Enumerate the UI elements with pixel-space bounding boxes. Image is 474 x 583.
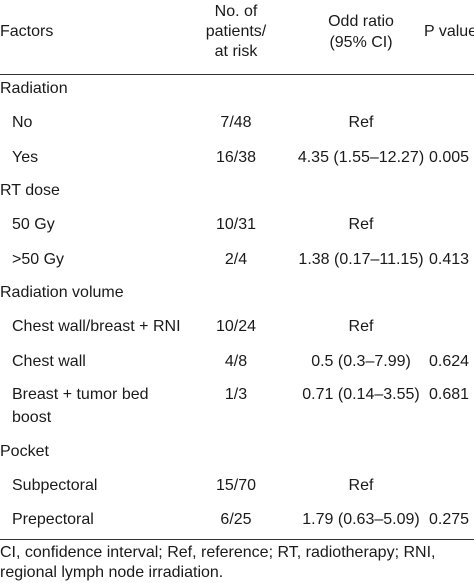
row-yes-patients: 16/38	[215, 149, 257, 166]
row-cw-breast-rni-factor: Chest wall/breast + RNI	[12, 318, 181, 335]
row-yes-odd: 4.35 (1.55–12.27)	[297, 149, 425, 166]
row-cw-breast-rni-patients: 10/24	[215, 318, 257, 335]
group-radiation-volume: Radiation volume	[0, 284, 124, 301]
row-subpectoral-odd: Ref	[348, 477, 374, 494]
row-breast-boost-patients: 1/3	[224, 386, 248, 403]
header-patients-line2: patients/	[205, 23, 267, 40]
row-dose50-factor: 50 Gy	[12, 216, 55, 233]
row-no-patients: 7/48	[220, 114, 252, 131]
row-chest-wall-factor: Chest wall	[12, 353, 86, 370]
row-prepectoral-patients: 6/25	[220, 511, 252, 528]
row-subpectoral-patients: 15/70	[215, 477, 257, 494]
header-p-value: P value	[424, 23, 474, 40]
row-yes-factor: Yes	[12, 149, 39, 166]
header-rule	[0, 74, 474, 75]
header-odd-ratio-line2: (95% CI)	[329, 34, 393, 51]
row-no-odd: Ref	[348, 114, 374, 131]
row-no-factor: No	[12, 114, 33, 131]
row-dose-gt50-p: 0.413	[428, 251, 470, 268]
row-prepectoral-factor: Prepectoral	[12, 511, 94, 528]
row-dose-gt50-odd: 1.38 (0.17–11.15)	[298, 251, 424, 268]
row-yes-p: 0.005	[428, 149, 470, 166]
group-pocket: Pocket	[0, 443, 49, 460]
row-subpectoral-factor: Subpectoral	[12, 477, 98, 494]
header-factors: Factors	[0, 23, 54, 40]
row-breast-boost-p: 0.681	[428, 386, 470, 403]
row-breast-boost-odd: 0.71 (0.14–3.55)	[302, 386, 420, 403]
row-cw-breast-rni-odd: Ref	[348, 318, 374, 335]
header-patients-line1: No. of	[214, 3, 258, 20]
row-breast-boost-factor-line1: Breast + tumor bed	[12, 386, 149, 403]
table-bottom-rule	[0, 539, 474, 540]
row-chest-wall-odd: 0.5 (0.3–7.99)	[311, 353, 411, 370]
header-odd-ratio-line1: Odd ratio	[328, 13, 394, 30]
header-patients-line3: at risk	[214, 43, 258, 60]
row-prepectoral-odd: 1.79 (0.63–5.09)	[302, 511, 420, 528]
table-footnote: CI, confidence interval; Ref, reference;…	[0, 544, 436, 581]
group-radiation: Radiation	[0, 80, 68, 97]
row-chest-wall-p: 0.624	[428, 353, 470, 370]
row-dose-gt50-patients: 2/4	[224, 251, 248, 268]
row-dose-gt50-factor: >50 Gy	[12, 251, 65, 268]
row-dose50-odd: Ref	[348, 216, 374, 233]
row-breast-boost-factor-line2: boost	[12, 409, 52, 426]
group-rt-dose: RT dose	[0, 182, 60, 199]
row-prepectoral-p: 0.275	[428, 511, 470, 528]
row-dose50-patients: 10/31	[215, 216, 257, 233]
row-chest-wall-patients: 4/8	[224, 353, 248, 370]
